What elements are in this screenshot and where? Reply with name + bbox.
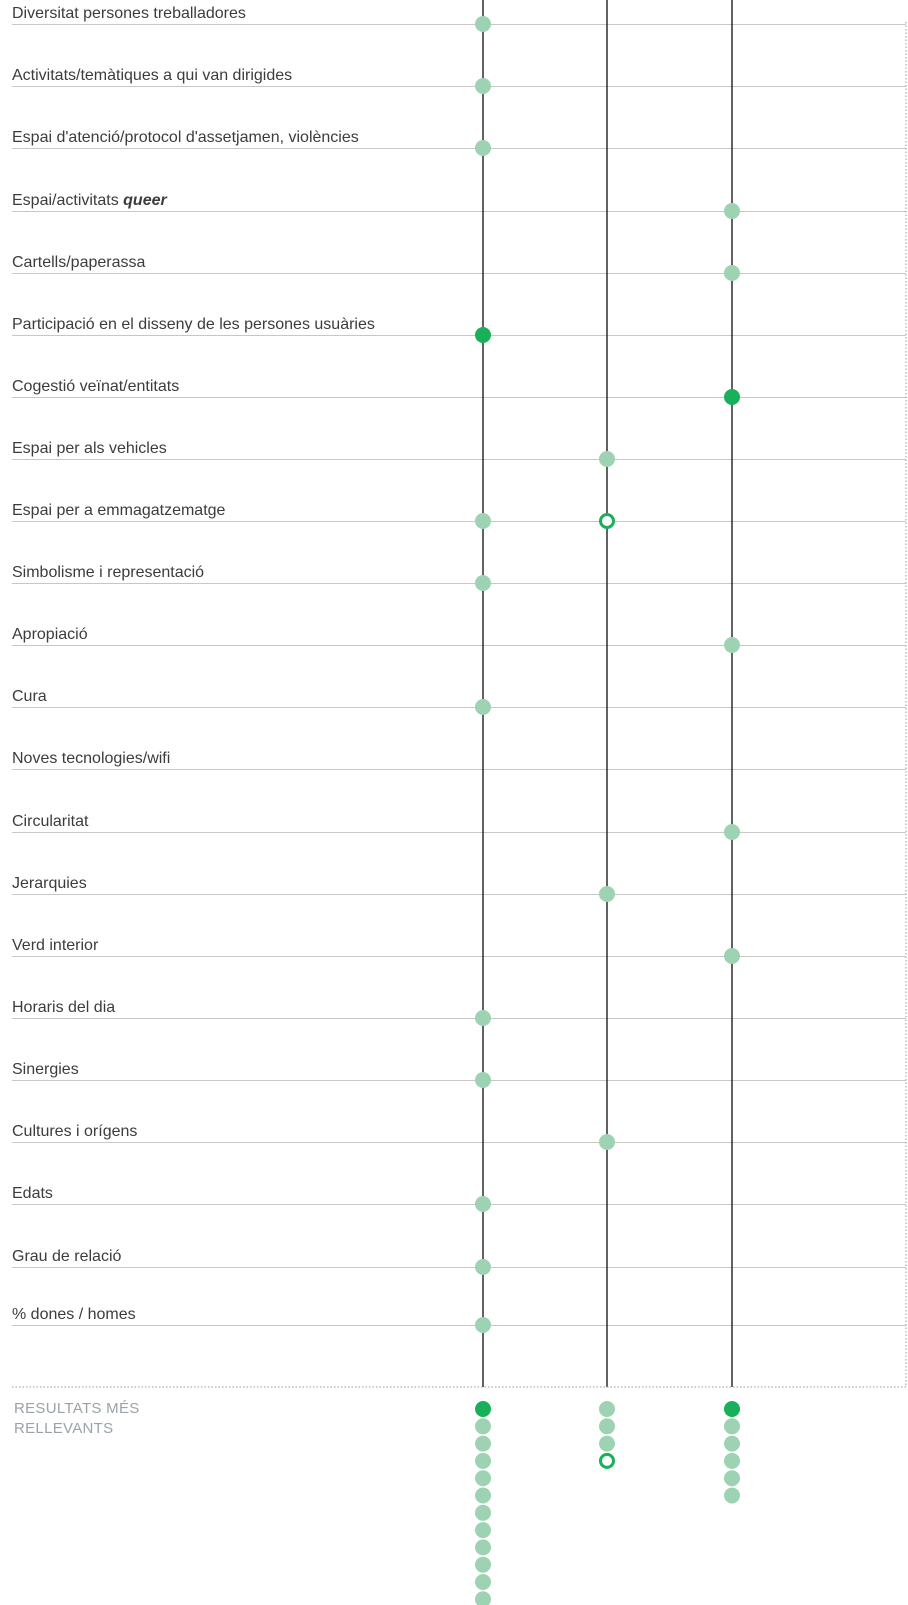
row-label-text: Apropiació <box>12 626 88 643</box>
summary-dot <box>599 1435 615 1452</box>
summary-dot <box>724 1452 740 1469</box>
row-dot <box>599 1134 615 1150</box>
row-dot <box>475 1317 491 1333</box>
row-label-text: Cultures i orígens <box>12 1123 137 1140</box>
summary-label-line1: RESULTATS MÉS <box>14 1400 140 1417</box>
summary-dot <box>724 1418 740 1435</box>
row-dot <box>599 451 615 467</box>
row-label-emphasis: queer <box>123 192 167 209</box>
row-lines <box>12 24 906 1326</box>
row-dot <box>724 265 740 281</box>
row-dot <box>724 389 740 405</box>
summary-dot <box>475 1556 491 1573</box>
row-label-text: % dones / homes <box>12 1306 136 1323</box>
row-dot <box>475 78 491 94</box>
row-dot <box>475 1010 491 1026</box>
summary-dot <box>475 1435 491 1452</box>
column-lines <box>482 0 733 1387</box>
row-label: Activitats/temàtiques a qui van dirigide… <box>12 67 292 84</box>
row-label-text: Verd interior <box>12 937 99 954</box>
row-label-text: Cogestió veïnat/entitats <box>12 378 179 395</box>
row-label-text: Espai/activitats <box>12 192 123 209</box>
row-dot <box>724 824 740 840</box>
summary-dot <box>475 1504 491 1521</box>
row-label: Espai/activitats queer <box>12 192 168 209</box>
row-label: Jerarquies <box>12 875 87 892</box>
row-labels: Diversitat persones treballadores Activit… <box>12 5 375 1323</box>
summary-dot <box>724 1470 740 1487</box>
row-dot <box>475 1072 491 1088</box>
row-label-text: Cura <box>12 688 47 705</box>
row-dot <box>475 699 491 715</box>
summary-dot <box>599 1452 615 1469</box>
row-label-text: Grau de relació <box>12 1248 121 1265</box>
row-label-text: Horaris del dia <box>12 999 115 1016</box>
row-label: Horaris del dia <box>12 999 115 1016</box>
row-label-text: Simbolisme i representació <box>12 564 204 581</box>
summary-dot <box>724 1487 740 1504</box>
row-label: Participació en el disseny de les person… <box>12 316 375 333</box>
matrix-border <box>12 22 907 1388</box>
row-dot <box>475 16 491 32</box>
row-label: Espai per als vehicles <box>12 440 167 457</box>
row-label: Edats <box>12 1185 53 1202</box>
row-label: Simbolisme i representació <box>12 564 204 581</box>
row-label: Circularitat <box>12 813 89 830</box>
summary-dot <box>475 1452 491 1469</box>
summary-dots <box>475 1401 740 1605</box>
row-dot <box>475 575 491 591</box>
row-dot <box>475 140 491 156</box>
row-label-text: Espai d'atenció/protocol d'assetjamen, v… <box>12 129 359 146</box>
row-label: Espai per a emmagatzematge <box>12 502 226 519</box>
row-label-text: Espai per als vehicles <box>12 440 167 457</box>
summary-label-line2: RELLEVANTS <box>14 1420 113 1437</box>
row-label: % dones / homes <box>12 1306 136 1323</box>
summary-dot <box>475 1470 491 1487</box>
row-label: Cogestió veïnat/entitats <box>12 378 179 395</box>
row-label: Sinergies <box>12 1061 79 1078</box>
row-label: Diversitat persones treballadores <box>12 5 246 22</box>
summary-dot <box>475 1418 491 1435</box>
row-label: Cura <box>12 688 47 705</box>
row-dot <box>599 513 615 529</box>
summary-dot <box>599 1401 615 1417</box>
row-label-text: Sinergies <box>12 1061 79 1078</box>
row-label-text: Espai per a emmagatzematge <box>12 502 226 519</box>
row-label: Grau de relació <box>12 1248 121 1265</box>
summary-dot <box>475 1487 491 1504</box>
row-dot <box>475 513 491 529</box>
row-label-text: Activitats/temàtiques a qui van dirigide… <box>12 67 292 84</box>
row-label: Apropiació <box>12 626 88 643</box>
row-label-text: Cartells/paperassa <box>12 254 146 271</box>
row-label: Cartells/paperassa <box>12 254 146 271</box>
summary-dot <box>475 1401 491 1417</box>
summary-dot <box>475 1539 491 1556</box>
row-dots <box>475 16 740 1333</box>
row-dot <box>724 948 740 964</box>
row-dot <box>475 1259 491 1275</box>
row-label: Verd interior <box>12 937 99 954</box>
row-label: Cultures i orígens <box>12 1123 137 1140</box>
row-label: Noves tecnologies/wifi <box>12 750 170 767</box>
summary-dot <box>724 1401 740 1417</box>
summary-dot <box>475 1522 491 1539</box>
summary-dot <box>475 1591 491 1605</box>
row-dot <box>475 327 491 343</box>
row-dot <box>475 1196 491 1212</box>
row-dot <box>599 886 615 902</box>
row-label-text: Edats <box>12 1185 53 1202</box>
row-dot <box>724 637 740 653</box>
summary-dot <box>599 1418 615 1435</box>
row-label-text: Jerarquies <box>12 875 87 892</box>
summary-section: RESULTATS MÉS RELLEVANTS <box>14 1400 740 1605</box>
row-dot <box>724 203 740 219</box>
summary-dot <box>475 1574 491 1590</box>
row-label-text: Diversitat persones treballadores <box>12 5 246 22</box>
row-label-text: Noves tecnologies/wifi <box>12 750 170 767</box>
row-label-text: Participació en el disseny de les person… <box>12 316 375 333</box>
row-label: Espai d'atenció/protocol d'assetjamen, v… <box>12 129 359 146</box>
row-label-text: Circularitat <box>12 813 89 830</box>
summary-dot <box>724 1435 740 1452</box>
